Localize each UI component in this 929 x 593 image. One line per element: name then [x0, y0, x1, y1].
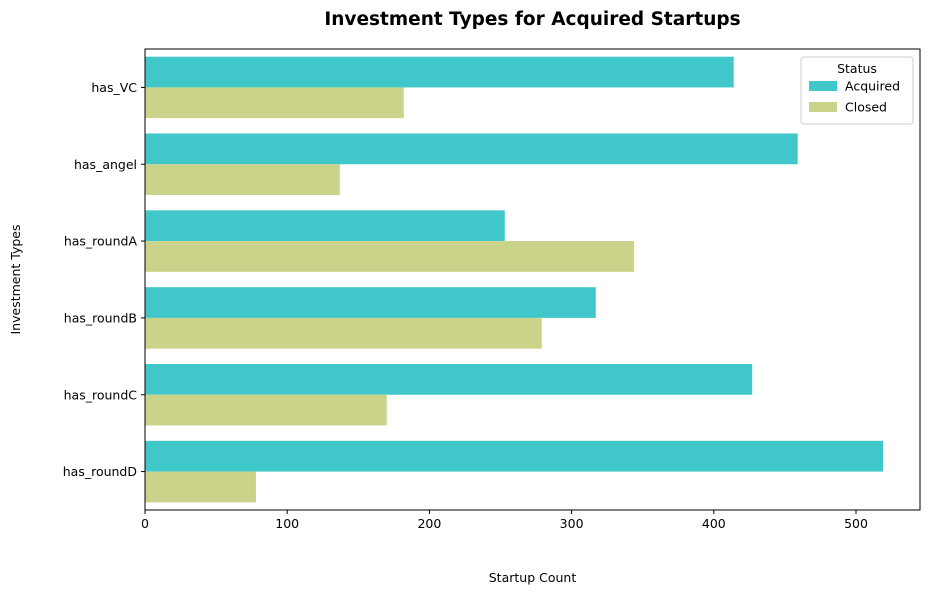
- legend-label-closed: Closed: [845, 100, 887, 115]
- y-tick-label: has_roundD: [63, 464, 137, 479]
- y-axis-label: Investment Types: [8, 225, 23, 335]
- y-tick-label: has_roundA: [64, 234, 138, 249]
- x-tick-label: 500: [844, 516, 868, 531]
- plot-frame: [144, 48, 921, 511]
- bar-closed-has_roundA: [145, 241, 635, 272]
- bar-closed-has_roundC: [145, 394, 387, 426]
- bar-acquired-has_angel: [145, 133, 798, 165]
- x-tick-label: 300: [560, 516, 584, 531]
- legend-items: Acquired Closed: [809, 79, 900, 115]
- bars-group: [145, 56, 884, 503]
- legend: Status Acquired Closed: [800, 56, 914, 125]
- bar-closed-has_angel: [145, 164, 340, 195]
- chart-title: Investment Types for Acquired Startups: [324, 9, 740, 30]
- legend-swatch-closed: [809, 102, 837, 112]
- bar-acquired-has_roundC: [145, 364, 753, 395]
- bar-acquired-has_roundA: [145, 210, 505, 242]
- legend-swatch-acquired: [809, 81, 837, 91]
- bar-closed-has_roundD: [145, 471, 256, 503]
- x-tick-label: 200: [417, 516, 441, 531]
- bar-closed-has_VC: [145, 87, 404, 119]
- x-tick-label: 0: [141, 516, 149, 531]
- bar-acquired-has_roundB: [145, 287, 596, 318]
- x-ticks-group: 0 100 200 300 400 500: [141, 510, 868, 531]
- x-axis-label: Startup Count: [489, 570, 577, 585]
- bar-acquired-has_VC: [145, 56, 734, 88]
- bar-acquired-has_roundD: [145, 440, 884, 472]
- legend-title: Status: [837, 61, 877, 76]
- legend-label-acquired: Acquired: [845, 79, 900, 94]
- bar-closed-has_roundB: [145, 317, 542, 349]
- y-tick-label: has_roundC: [64, 387, 138, 402]
- y-tick-label: has_VC: [91, 80, 137, 95]
- y-tick-label: has_roundB: [64, 310, 137, 325]
- y-ticks-group: has_VC has_angel has_roundA has_roundB has_r…: [63, 80, 145, 479]
- x-tick-label: 400: [702, 516, 726, 531]
- y-tick-label: has_angel: [74, 157, 137, 172]
- x-tick-label: 100: [275, 516, 299, 531]
